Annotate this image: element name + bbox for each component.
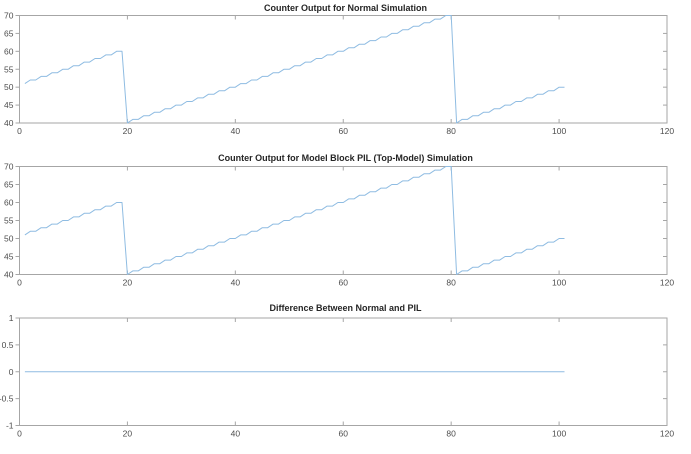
x-tick-label: 0 [17, 429, 22, 439]
x-tick-label: 80 [446, 278, 456, 288]
y-tick-label: 0.5 [2, 340, 14, 350]
plot1-title: Counter Output for Normal Simulation [264, 3, 427, 13]
y-tick-label: 65 [4, 180, 14, 190]
x-tick-label: 60 [339, 278, 349, 288]
x-tick-label: 80 [446, 429, 456, 439]
x-tick-label: 120 [660, 126, 674, 136]
y-tick-label: 40 [4, 118, 14, 128]
y-tick-label: 45 [4, 100, 14, 110]
plot2-title: Counter Output for Model Block PIL (Top-… [218, 153, 473, 163]
y-tick-label: 70 [4, 11, 14, 21]
y-tick-label: 50 [4, 234, 14, 244]
y-tick-label: 45 [4, 252, 14, 262]
axes-box [19, 15, 668, 124]
x-tick-label: 40 [231, 126, 241, 136]
x-tick-label: 100 [552, 126, 566, 136]
x-tick-label: 0 [17, 126, 22, 136]
x-tick-label: 80 [446, 126, 456, 136]
y-tick-label: 50 [4, 82, 14, 92]
y-tick-label: 1 [9, 313, 14, 323]
y-tick-label: 0 [9, 367, 14, 377]
y-tick-label: 65 [4, 28, 14, 38]
y-tick-label: 70 [4, 162, 14, 172]
y-tick-label: 60 [4, 46, 14, 56]
y-tick-label: -0.5 [0, 394, 14, 404]
y-tick-label: -1 [6, 421, 14, 431]
x-tick-label: 20 [123, 278, 133, 288]
x-tick-label: 120 [660, 278, 674, 288]
y-tick-label: 55 [4, 216, 14, 226]
x-tick-label: 100 [552, 278, 566, 288]
x-tick-label: 0 [17, 278, 22, 288]
y-tick-label: 60 [4, 198, 14, 208]
x-tick-label: 40 [231, 278, 241, 288]
x-tick-label: 100 [552, 429, 566, 439]
y-tick-label: 40 [4, 270, 14, 280]
x-tick-label: 20 [123, 126, 133, 136]
x-tick-label: 40 [231, 429, 241, 439]
x-tick-label: 20 [123, 429, 133, 439]
y-tick-label: 55 [4, 64, 14, 74]
x-tick-label: 120 [660, 429, 674, 439]
x-tick-label: 60 [339, 126, 349, 136]
plot3-title: Difference Between Normal and PIL [269, 303, 422, 313]
normal-counter-output-line [24, 15, 565, 124]
axes-box [19, 166, 668, 275]
pil-counter-output-line [24, 166, 565, 275]
x-tick-label: 60 [339, 429, 349, 439]
